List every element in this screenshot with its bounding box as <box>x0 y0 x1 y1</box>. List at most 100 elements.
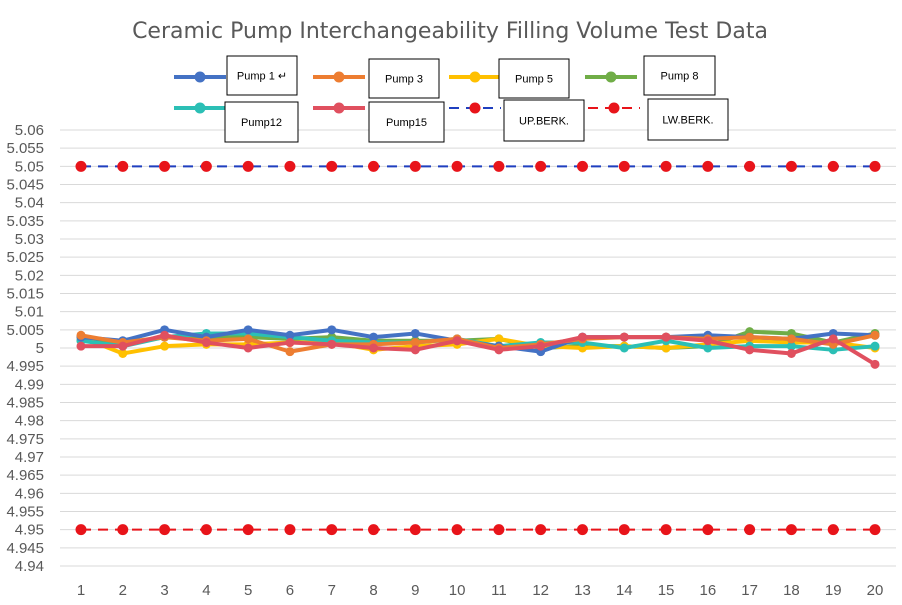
y-tick-label: 4.98 <box>15 413 44 430</box>
legend-label: Pump 3 <box>385 74 423 86</box>
legend-marker <box>469 102 481 114</box>
data-point <box>786 341 796 351</box>
x-axis-ticks: 1 2 3 4 5 6 7 8 9 10 11 12 13 14 15 16 17 18 19 20 <box>77 582 884 599</box>
y-tick-label: 5.045 <box>6 177 44 194</box>
legend-label: Pump15 <box>386 117 427 129</box>
x-tick-label: 19 <box>825 582 842 599</box>
data-point <box>200 160 212 172</box>
legend-label-box <box>643 55 716 96</box>
y-tick-label: 5.035 <box>6 213 44 230</box>
data-point <box>118 341 128 351</box>
x-tick-label: 11 <box>491 582 507 599</box>
legend-label-box <box>368 101 445 143</box>
data-point <box>785 160 797 172</box>
x-tick-label: 9 <box>411 582 419 599</box>
data-point <box>577 332 587 342</box>
data-point <box>786 348 796 358</box>
legend-entry: LW.BERK. <box>588 98 729 141</box>
y-tick-label: 5.05 <box>15 158 44 175</box>
y-tick-label: 5.01 <box>15 304 44 321</box>
data-point <box>828 334 838 344</box>
data-point <box>493 160 505 172</box>
data-point <box>369 332 379 342</box>
data-point <box>745 332 755 342</box>
data-point <box>494 334 504 344</box>
data-point <box>451 160 463 172</box>
data-point <box>117 524 129 536</box>
data-point <box>618 524 630 536</box>
data-point <box>326 524 338 536</box>
data-point <box>284 524 296 536</box>
x-tick-label: 2 <box>119 582 127 599</box>
data-point <box>870 359 880 369</box>
data-point <box>661 332 671 342</box>
legend-marker <box>194 71 206 83</box>
data-point <box>118 348 128 358</box>
data-point <box>200 524 212 536</box>
y-tick-label: 5.03 <box>15 231 44 248</box>
data-point <box>493 524 505 536</box>
data-point <box>369 343 379 353</box>
legend-label-box <box>503 99 585 142</box>
data-point <box>744 524 756 536</box>
data-point <box>159 160 171 172</box>
series-up-berk <box>75 160 881 172</box>
data-point <box>327 339 337 349</box>
data-point <box>451 524 463 536</box>
data-point <box>410 328 420 338</box>
legend-entry: Pump 3 <box>313 58 440 99</box>
data-point <box>242 160 254 172</box>
legend: Pump 1 ↵ Pump 3 Pump 5 Pump 8 Pump12 Pump15 UP… <box>174 55 729 143</box>
data-point <box>576 524 588 536</box>
data-point <box>744 160 756 172</box>
data-point <box>368 524 380 536</box>
data-point <box>410 338 420 348</box>
data-point <box>660 160 672 172</box>
y-tick-label: 4.995 <box>6 358 44 375</box>
data-point <box>117 160 129 172</box>
x-tick-label: 18 <box>783 582 800 599</box>
legend-entry: Pump15 <box>313 101 445 143</box>
x-tick-label: 7 <box>328 582 336 599</box>
data-point <box>201 338 211 348</box>
data-point <box>284 160 296 172</box>
y-tick-label: 4.955 <box>6 504 44 521</box>
data-point <box>285 330 295 340</box>
legend-label: Pump 1 ↵ <box>237 71 287 83</box>
data-point <box>494 345 504 355</box>
x-tick-label: 15 <box>658 582 675 599</box>
data-point <box>368 160 380 172</box>
y-axis-ticks: 4.944.9454.954.9554.964.9654.974.9754.98… <box>6 122 44 575</box>
legend-label-box <box>498 58 570 99</box>
legend-marker <box>608 102 620 114</box>
data-point <box>243 334 253 344</box>
data-point <box>576 160 588 172</box>
data-point <box>702 160 714 172</box>
legend-marker <box>194 102 206 114</box>
data-point <box>827 524 839 536</box>
data-point <box>285 347 295 357</box>
y-tick-label: 5.005 <box>6 322 44 339</box>
y-tick-label: 5.04 <box>15 195 44 212</box>
legend-label: UP.BERK. <box>519 116 569 128</box>
data-point <box>785 524 797 536</box>
y-tick-label: 4.99 <box>15 376 44 393</box>
x-tick-label: 1 <box>77 582 85 599</box>
y-tick-label: 4.965 <box>6 467 44 484</box>
legend-marker <box>469 71 481 83</box>
data-point <box>869 524 881 536</box>
y-tick-label: 5.015 <box>6 286 44 303</box>
x-tick-label: 6 <box>286 582 294 599</box>
legend-marker <box>605 71 617 83</box>
data-point <box>619 332 629 342</box>
legend-entry: Pump 8 <box>585 55 716 96</box>
data-point <box>76 341 86 351</box>
data-point <box>703 336 713 346</box>
data-point <box>160 330 170 340</box>
y-tick-label: 4.975 <box>6 431 44 448</box>
data-point <box>452 336 462 346</box>
x-tick-label: 10 <box>449 582 466 599</box>
data-point <box>243 325 253 335</box>
y-tick-label: 5.025 <box>6 249 44 266</box>
